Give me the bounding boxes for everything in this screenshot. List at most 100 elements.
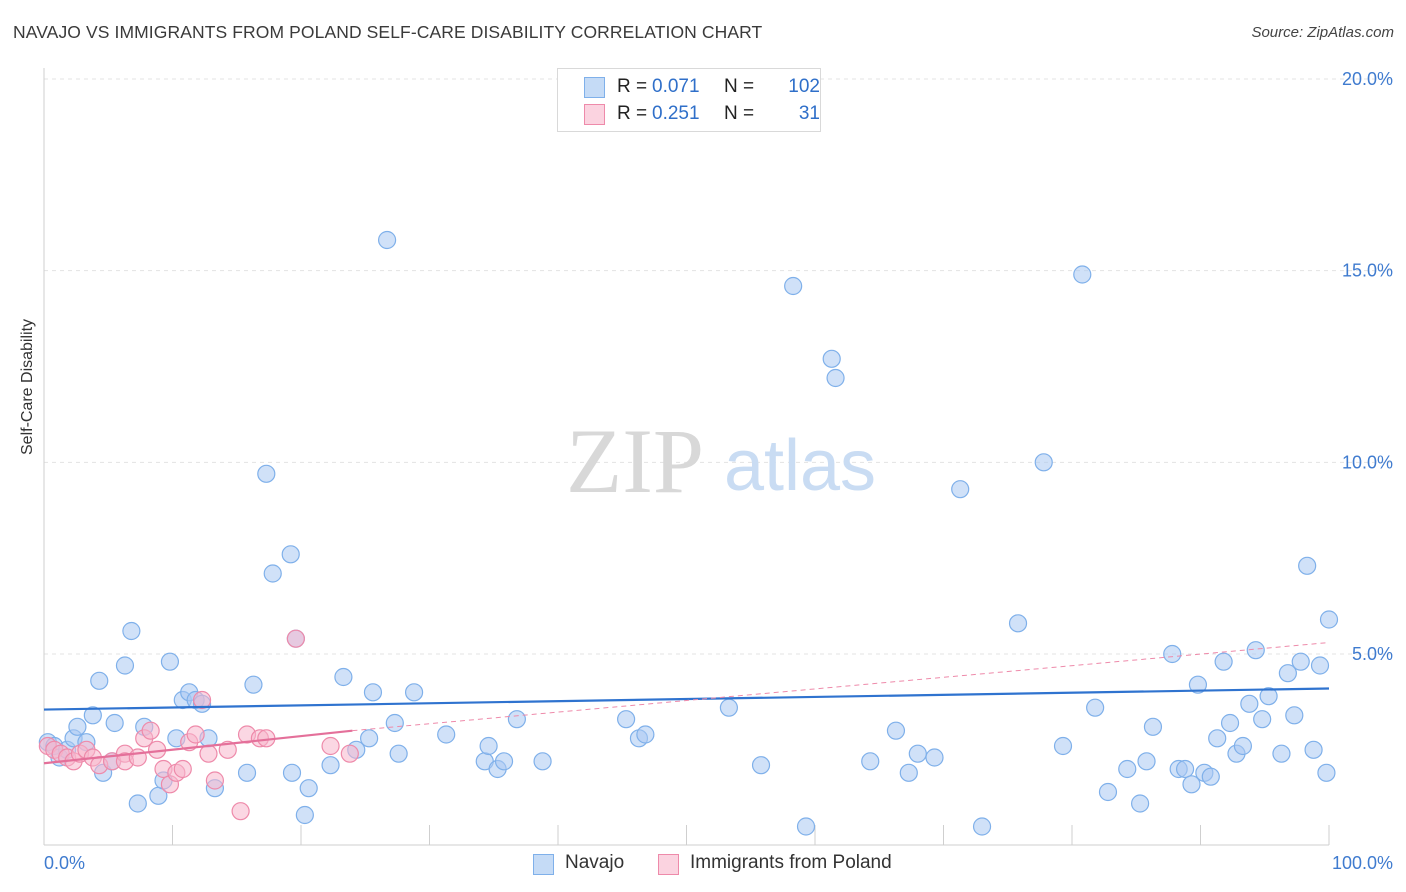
navajo-point (1285, 706, 1304, 725)
navajo-point (826, 368, 845, 388)
navajo-point (1201, 767, 1220, 786)
navajo-point (1304, 740, 1323, 759)
navajo-point (1137, 752, 1156, 771)
navajo-trend-line (43, 687, 1330, 711)
poland-swatch (658, 854, 679, 875)
navajo-point (237, 763, 257, 782)
navajo-point (1034, 453, 1053, 472)
watermark-atlas: atlas (724, 426, 876, 506)
poland-trend-extension (352, 642, 1330, 732)
poland-point (128, 748, 147, 767)
navajo-point (507, 710, 526, 729)
navajo-point (951, 480, 970, 499)
navajo-point (1143, 717, 1163, 736)
poland-point (173, 759, 192, 779)
navajo-point (83, 706, 102, 725)
navajo-point (1291, 652, 1310, 671)
poland-point (321, 736, 340, 756)
navajo-point (360, 729, 379, 748)
axes (43, 68, 1330, 846)
navajo-point (925, 748, 944, 767)
navajo-point (128, 794, 147, 813)
legend-r-value: 0.251 (652, 103, 700, 124)
navajo-point (1098, 782, 1118, 802)
navajo-point (1246, 641, 1265, 660)
legend-r-label: R = (617, 103, 648, 124)
navajo-point (1175, 759, 1195, 779)
poland-point (340, 744, 359, 763)
navajo-point (363, 683, 383, 702)
navajo-point (1278, 664, 1297, 683)
navajo-point (1220, 713, 1240, 733)
navajo-point (1163, 644, 1182, 664)
navajo-point (105, 713, 124, 733)
navajo-point (321, 756, 340, 775)
poland-point (286, 629, 305, 648)
navajo-point (1253, 710, 1272, 729)
navajo-point (1240, 694, 1259, 713)
navajo-point (257, 464, 276, 483)
navajo-point (751, 756, 771, 775)
poland-point (205, 771, 225, 790)
poland-trend-line (43, 729, 353, 765)
navajo-point (1008, 614, 1028, 633)
y-tick-label: 15.0% (1342, 261, 1393, 281)
watermark-zip: ZIP (566, 410, 704, 512)
navajo-point (1188, 675, 1208, 694)
navajo-point (1259, 687, 1278, 706)
navajo-point (281, 545, 300, 564)
navajo-point (263, 564, 282, 583)
navajo-point (1182, 775, 1201, 794)
navajo-point (1319, 610, 1339, 629)
navajo-point (334, 667, 353, 687)
navajo-point (861, 752, 880, 771)
chart-title: NAVAJO VS IMMIGRANTS FROM POLAND SELF-CA… (13, 22, 763, 42)
navajo-point (1118, 759, 1137, 779)
navajo-point (299, 779, 318, 798)
poland-points (38, 629, 359, 821)
poland-label: Immigrants from Poland (690, 852, 892, 873)
navajo-point (1053, 736, 1073, 756)
navajo-point (389, 744, 408, 763)
navajo-point (377, 230, 397, 250)
poland-point (199, 744, 218, 763)
navajo-point (636, 725, 655, 744)
legend-n-label: N = (724, 76, 755, 97)
poland-point (141, 721, 160, 740)
navajo-point (886, 721, 906, 740)
y-axis-title: Self-Care Disability (19, 318, 36, 455)
navajo-point (617, 710, 636, 729)
navajo-point (908, 744, 927, 763)
legend-n-label: N = (724, 103, 755, 124)
navajo-point (822, 349, 841, 368)
legend-swatch-navajo (584, 77, 605, 98)
y-tick-label: 10.0% (1342, 452, 1393, 472)
grid-lines (44, 78, 1392, 655)
correlation-legend: R = 0.071 N = 102 R = 0.251 N = 31 (557, 68, 821, 132)
y-tick-label: 5.0% (1352, 644, 1393, 664)
navajo-point (244, 675, 263, 694)
navajo-point (282, 763, 302, 782)
navajo-label: Navajo (565, 852, 625, 873)
legend-n-value: 31 (798, 103, 820, 124)
navajo-point (385, 713, 404, 733)
legend-r-value: 0.071 (652, 76, 700, 97)
poland-point (186, 725, 205, 744)
poland-point (218, 740, 237, 759)
navajo-point (899, 763, 918, 782)
navajo-point (1208, 729, 1227, 748)
navajo-point (90, 671, 109, 690)
navajo-point (1214, 652, 1233, 671)
y-tick-label: 20.0% (1342, 69, 1393, 89)
navajo-point (796, 817, 816, 836)
tick-labels: 5.0% 10.0% 15.0% 20.0% 0.0% 100.0% (44, 69, 1393, 873)
navajo-point (1073, 265, 1092, 284)
legend-r-label: R = (617, 76, 648, 97)
navajo-point (479, 736, 498, 756)
navajo-point (1086, 698, 1105, 717)
legend-swatch-poland (584, 104, 605, 125)
navajo-point (160, 652, 180, 671)
x-tick-label: 100.0% (1332, 853, 1393, 873)
navajo-points (38, 230, 1339, 836)
